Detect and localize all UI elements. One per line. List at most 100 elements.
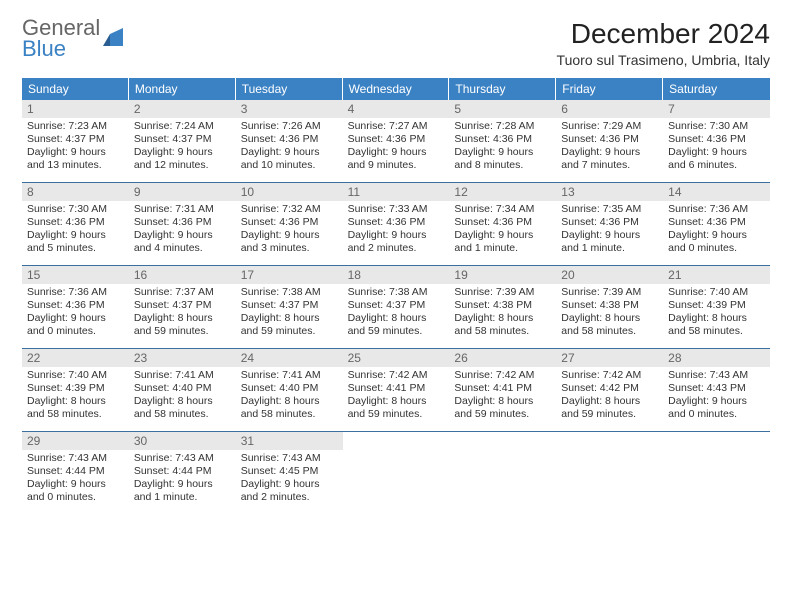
sunrise-text: Sunrise: 7:40 AM bbox=[668, 286, 765, 299]
daylight-text-1: Daylight: 8 hours bbox=[241, 312, 338, 325]
daylight-text-1: Daylight: 9 hours bbox=[27, 478, 124, 491]
daylight-text-2: and 12 minutes. bbox=[134, 159, 231, 172]
cell-body: Sunrise: 7:43 AMSunset: 4:43 PMDaylight:… bbox=[663, 367, 770, 426]
sunset-text: Sunset: 4:37 PM bbox=[134, 133, 231, 146]
sunrise-text: Sunrise: 7:42 AM bbox=[454, 369, 551, 382]
cell-body: Sunrise: 7:28 AMSunset: 4:36 PMDaylight:… bbox=[449, 118, 556, 177]
daylight-text-2: and 7 minutes. bbox=[561, 159, 658, 172]
daylight-text-1: Daylight: 9 hours bbox=[241, 229, 338, 242]
day-number: 13 bbox=[556, 183, 663, 201]
sunset-text: Sunset: 4:36 PM bbox=[27, 299, 124, 312]
calendar-cell: 8Sunrise: 7:30 AMSunset: 4:36 PMDaylight… bbox=[22, 183, 129, 265]
sunset-text: Sunset: 4:36 PM bbox=[348, 133, 445, 146]
day-header: Friday bbox=[556, 78, 663, 100]
sunrise-text: Sunrise: 7:28 AM bbox=[454, 120, 551, 133]
sunset-text: Sunset: 4:40 PM bbox=[241, 382, 338, 395]
daylight-text-1: Daylight: 8 hours bbox=[668, 312, 765, 325]
daylight-text-1: Daylight: 8 hours bbox=[348, 395, 445, 408]
cell-body: Sunrise: 7:30 AMSunset: 4:36 PMDaylight:… bbox=[663, 118, 770, 177]
sunrise-text: Sunrise: 7:23 AM bbox=[27, 120, 124, 133]
sunset-text: Sunset: 4:37 PM bbox=[241, 299, 338, 312]
daylight-text-1: Daylight: 9 hours bbox=[454, 146, 551, 159]
title-block: December 2024 Tuoro sul Trasimeno, Umbri… bbox=[557, 18, 770, 68]
logo-text: General Blue bbox=[22, 18, 100, 60]
cell-body: Sunrise: 7:41 AMSunset: 4:40 PMDaylight:… bbox=[236, 367, 343, 426]
calendar-cell: 22Sunrise: 7:40 AMSunset: 4:39 PMDayligh… bbox=[22, 349, 129, 431]
logo: General Blue bbox=[22, 18, 129, 60]
sunset-text: Sunset: 4:36 PM bbox=[668, 133, 765, 146]
daylight-text-2: and 2 minutes. bbox=[348, 242, 445, 255]
daylight-text-1: Daylight: 9 hours bbox=[27, 312, 124, 325]
day-number: 27 bbox=[556, 349, 663, 367]
calendar-cell: 2Sunrise: 7:24 AMSunset: 4:37 PMDaylight… bbox=[129, 100, 236, 182]
sunset-text: Sunset: 4:36 PM bbox=[241, 133, 338, 146]
daylight-text-2: and 0 minutes. bbox=[668, 242, 765, 255]
daylight-text-1: Daylight: 8 hours bbox=[454, 395, 551, 408]
calendar-cell: 30Sunrise: 7:43 AMSunset: 4:44 PMDayligh… bbox=[129, 432, 236, 514]
daylight-text-2: and 58 minutes. bbox=[668, 325, 765, 338]
cell-body: Sunrise: 7:31 AMSunset: 4:36 PMDaylight:… bbox=[129, 201, 236, 260]
day-number: 6 bbox=[556, 100, 663, 118]
daylight-text-1: Daylight: 9 hours bbox=[561, 146, 658, 159]
daylight-text-2: and 13 minutes. bbox=[27, 159, 124, 172]
sunrise-text: Sunrise: 7:36 AM bbox=[668, 203, 765, 216]
sunset-text: Sunset: 4:40 PM bbox=[134, 382, 231, 395]
daylight-text-1: Daylight: 9 hours bbox=[668, 146, 765, 159]
day-number: 18 bbox=[343, 266, 450, 284]
day-number: 28 bbox=[663, 349, 770, 367]
calendar-cell bbox=[663, 432, 770, 514]
sunset-text: Sunset: 4:39 PM bbox=[668, 299, 765, 312]
day-number: 25 bbox=[343, 349, 450, 367]
daylight-text-2: and 6 minutes. bbox=[668, 159, 765, 172]
calendar-cell bbox=[449, 432, 556, 514]
day-number: 29 bbox=[22, 432, 129, 450]
calendar-cell: 7Sunrise: 7:30 AMSunset: 4:36 PMDaylight… bbox=[663, 100, 770, 182]
daylight-text-1: Daylight: 9 hours bbox=[241, 478, 338, 491]
daylight-text-2: and 58 minutes. bbox=[241, 408, 338, 421]
calendar-cell bbox=[343, 432, 450, 514]
sunset-text: Sunset: 4:37 PM bbox=[348, 299, 445, 312]
day-header: Tuesday bbox=[236, 78, 343, 100]
sunset-text: Sunset: 4:36 PM bbox=[668, 216, 765, 229]
sunrise-text: Sunrise: 7:32 AM bbox=[241, 203, 338, 216]
calendar-cell: 29Sunrise: 7:43 AMSunset: 4:44 PMDayligh… bbox=[22, 432, 129, 514]
sunrise-text: Sunrise: 7:37 AM bbox=[134, 286, 231, 299]
sunset-text: Sunset: 4:36 PM bbox=[454, 133, 551, 146]
day-number: 24 bbox=[236, 349, 343, 367]
daylight-text-1: Daylight: 9 hours bbox=[668, 229, 765, 242]
calendar-cell: 20Sunrise: 7:39 AMSunset: 4:38 PMDayligh… bbox=[556, 266, 663, 348]
day-number: 15 bbox=[22, 266, 129, 284]
daylight-text-2: and 58 minutes. bbox=[27, 408, 124, 421]
calendar-cell: 26Sunrise: 7:42 AMSunset: 4:41 PMDayligh… bbox=[449, 349, 556, 431]
daylight-text-1: Daylight: 9 hours bbox=[454, 229, 551, 242]
sunset-text: Sunset: 4:36 PM bbox=[27, 216, 124, 229]
daylight-text-1: Daylight: 8 hours bbox=[134, 395, 231, 408]
day-number: 23 bbox=[129, 349, 236, 367]
sunrise-text: Sunrise: 7:43 AM bbox=[134, 452, 231, 465]
day-number: 31 bbox=[236, 432, 343, 450]
calendar-weeks: 1Sunrise: 7:23 AMSunset: 4:37 PMDaylight… bbox=[22, 100, 770, 514]
sunrise-text: Sunrise: 7:42 AM bbox=[561, 369, 658, 382]
sunrise-text: Sunrise: 7:29 AM bbox=[561, 120, 658, 133]
cell-body: Sunrise: 7:24 AMSunset: 4:37 PMDaylight:… bbox=[129, 118, 236, 177]
sunrise-text: Sunrise: 7:41 AM bbox=[134, 369, 231, 382]
day-number: 9 bbox=[129, 183, 236, 201]
cell-body: Sunrise: 7:34 AMSunset: 4:36 PMDaylight:… bbox=[449, 201, 556, 260]
daylight-text-1: Daylight: 9 hours bbox=[348, 146, 445, 159]
daylight-text-1: Daylight: 8 hours bbox=[134, 312, 231, 325]
calendar-week: 8Sunrise: 7:30 AMSunset: 4:36 PMDaylight… bbox=[22, 183, 770, 266]
sunset-text: Sunset: 4:41 PM bbox=[454, 382, 551, 395]
calendar: SundayMondayTuesdayWednesdayThursdayFrid… bbox=[22, 78, 770, 514]
sunset-text: Sunset: 4:45 PM bbox=[241, 465, 338, 478]
daylight-text-2: and 4 minutes. bbox=[134, 242, 231, 255]
cell-body: Sunrise: 7:39 AMSunset: 4:38 PMDaylight:… bbox=[449, 284, 556, 343]
calendar-cell: 9Sunrise: 7:31 AMSunset: 4:36 PMDaylight… bbox=[129, 183, 236, 265]
daylight-text-2: and 9 minutes. bbox=[348, 159, 445, 172]
calendar-cell: 28Sunrise: 7:43 AMSunset: 4:43 PMDayligh… bbox=[663, 349, 770, 431]
daylight-text-2: and 1 minute. bbox=[561, 242, 658, 255]
day-number: 30 bbox=[129, 432, 236, 450]
calendar-cell: 21Sunrise: 7:40 AMSunset: 4:39 PMDayligh… bbox=[663, 266, 770, 348]
daylight-text-1: Daylight: 9 hours bbox=[134, 146, 231, 159]
cell-body: Sunrise: 7:27 AMSunset: 4:36 PMDaylight:… bbox=[343, 118, 450, 177]
cell-body: Sunrise: 7:42 AMSunset: 4:41 PMDaylight:… bbox=[343, 367, 450, 426]
